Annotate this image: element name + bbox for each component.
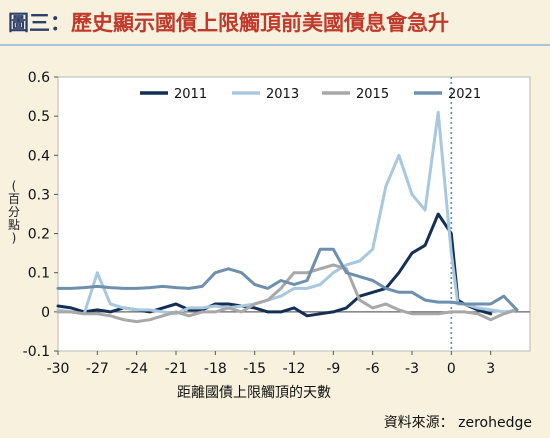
- series-line-2015: [56, 263, 519, 324]
- x-tick-label: -30: [47, 361, 70, 377]
- x-tick-label: -15: [243, 361, 266, 377]
- x-tick-label: -9: [326, 361, 340, 377]
- legend-label-2011: 2011: [174, 87, 207, 102]
- x-tick-label: -6: [366, 361, 380, 377]
- x-tick-label: -12: [283, 361, 306, 377]
- x-tick-label: -21: [165, 361, 188, 377]
- y-tick-label: 0: [41, 305, 50, 321]
- x-tick-label: -27: [86, 361, 109, 377]
- source-credit: 資料來源： zerohedge: [383, 415, 532, 431]
- y-tick-label: 0.6: [28, 70, 50, 86]
- y-axis-label: (百分點): [7, 179, 20, 245]
- legend-label-2015: 2015: [356, 87, 389, 102]
- header-divider: [0, 44, 550, 46]
- x-axis-label: 距離國債上限觸頂的天數: [177, 384, 331, 401]
- header: 圖三： 歷史顯示國債上限觸頂前美國債息會急升: [0, 0, 550, 44]
- legend-label-2013: 2013: [266, 87, 299, 102]
- legend-label-2021: 2021: [448, 87, 481, 102]
- y-tick-label: 0.4: [28, 148, 50, 164]
- y-tick-label: 0.3: [28, 187, 50, 203]
- x-tick-label: 0: [447, 361, 456, 377]
- chart-title: 歷史顯示國債上限觸頂前美國債息會急升: [71, 11, 449, 35]
- series-line-2013: [56, 110, 519, 316]
- y-tick-label: 0.2: [28, 227, 50, 243]
- series-line-2021: [56, 247, 519, 312]
- x-tick-label: -18: [204, 361, 227, 377]
- x-tick-label: -24: [125, 361, 148, 377]
- figure-number: 圖三：: [8, 11, 71, 35]
- line-chart: -0.100.10.20.30.40.50.6-30 -27 -24 -21 -18 -1…: [23, 70, 531, 401]
- y-tick-label: 0.1: [28, 266, 50, 282]
- x-tick-label: -3: [405, 361, 419, 377]
- y-tick-label: 0.5: [28, 109, 50, 125]
- y-tick-label: -0.1: [23, 344, 50, 360]
- x-tick-label: 3: [486, 361, 495, 377]
